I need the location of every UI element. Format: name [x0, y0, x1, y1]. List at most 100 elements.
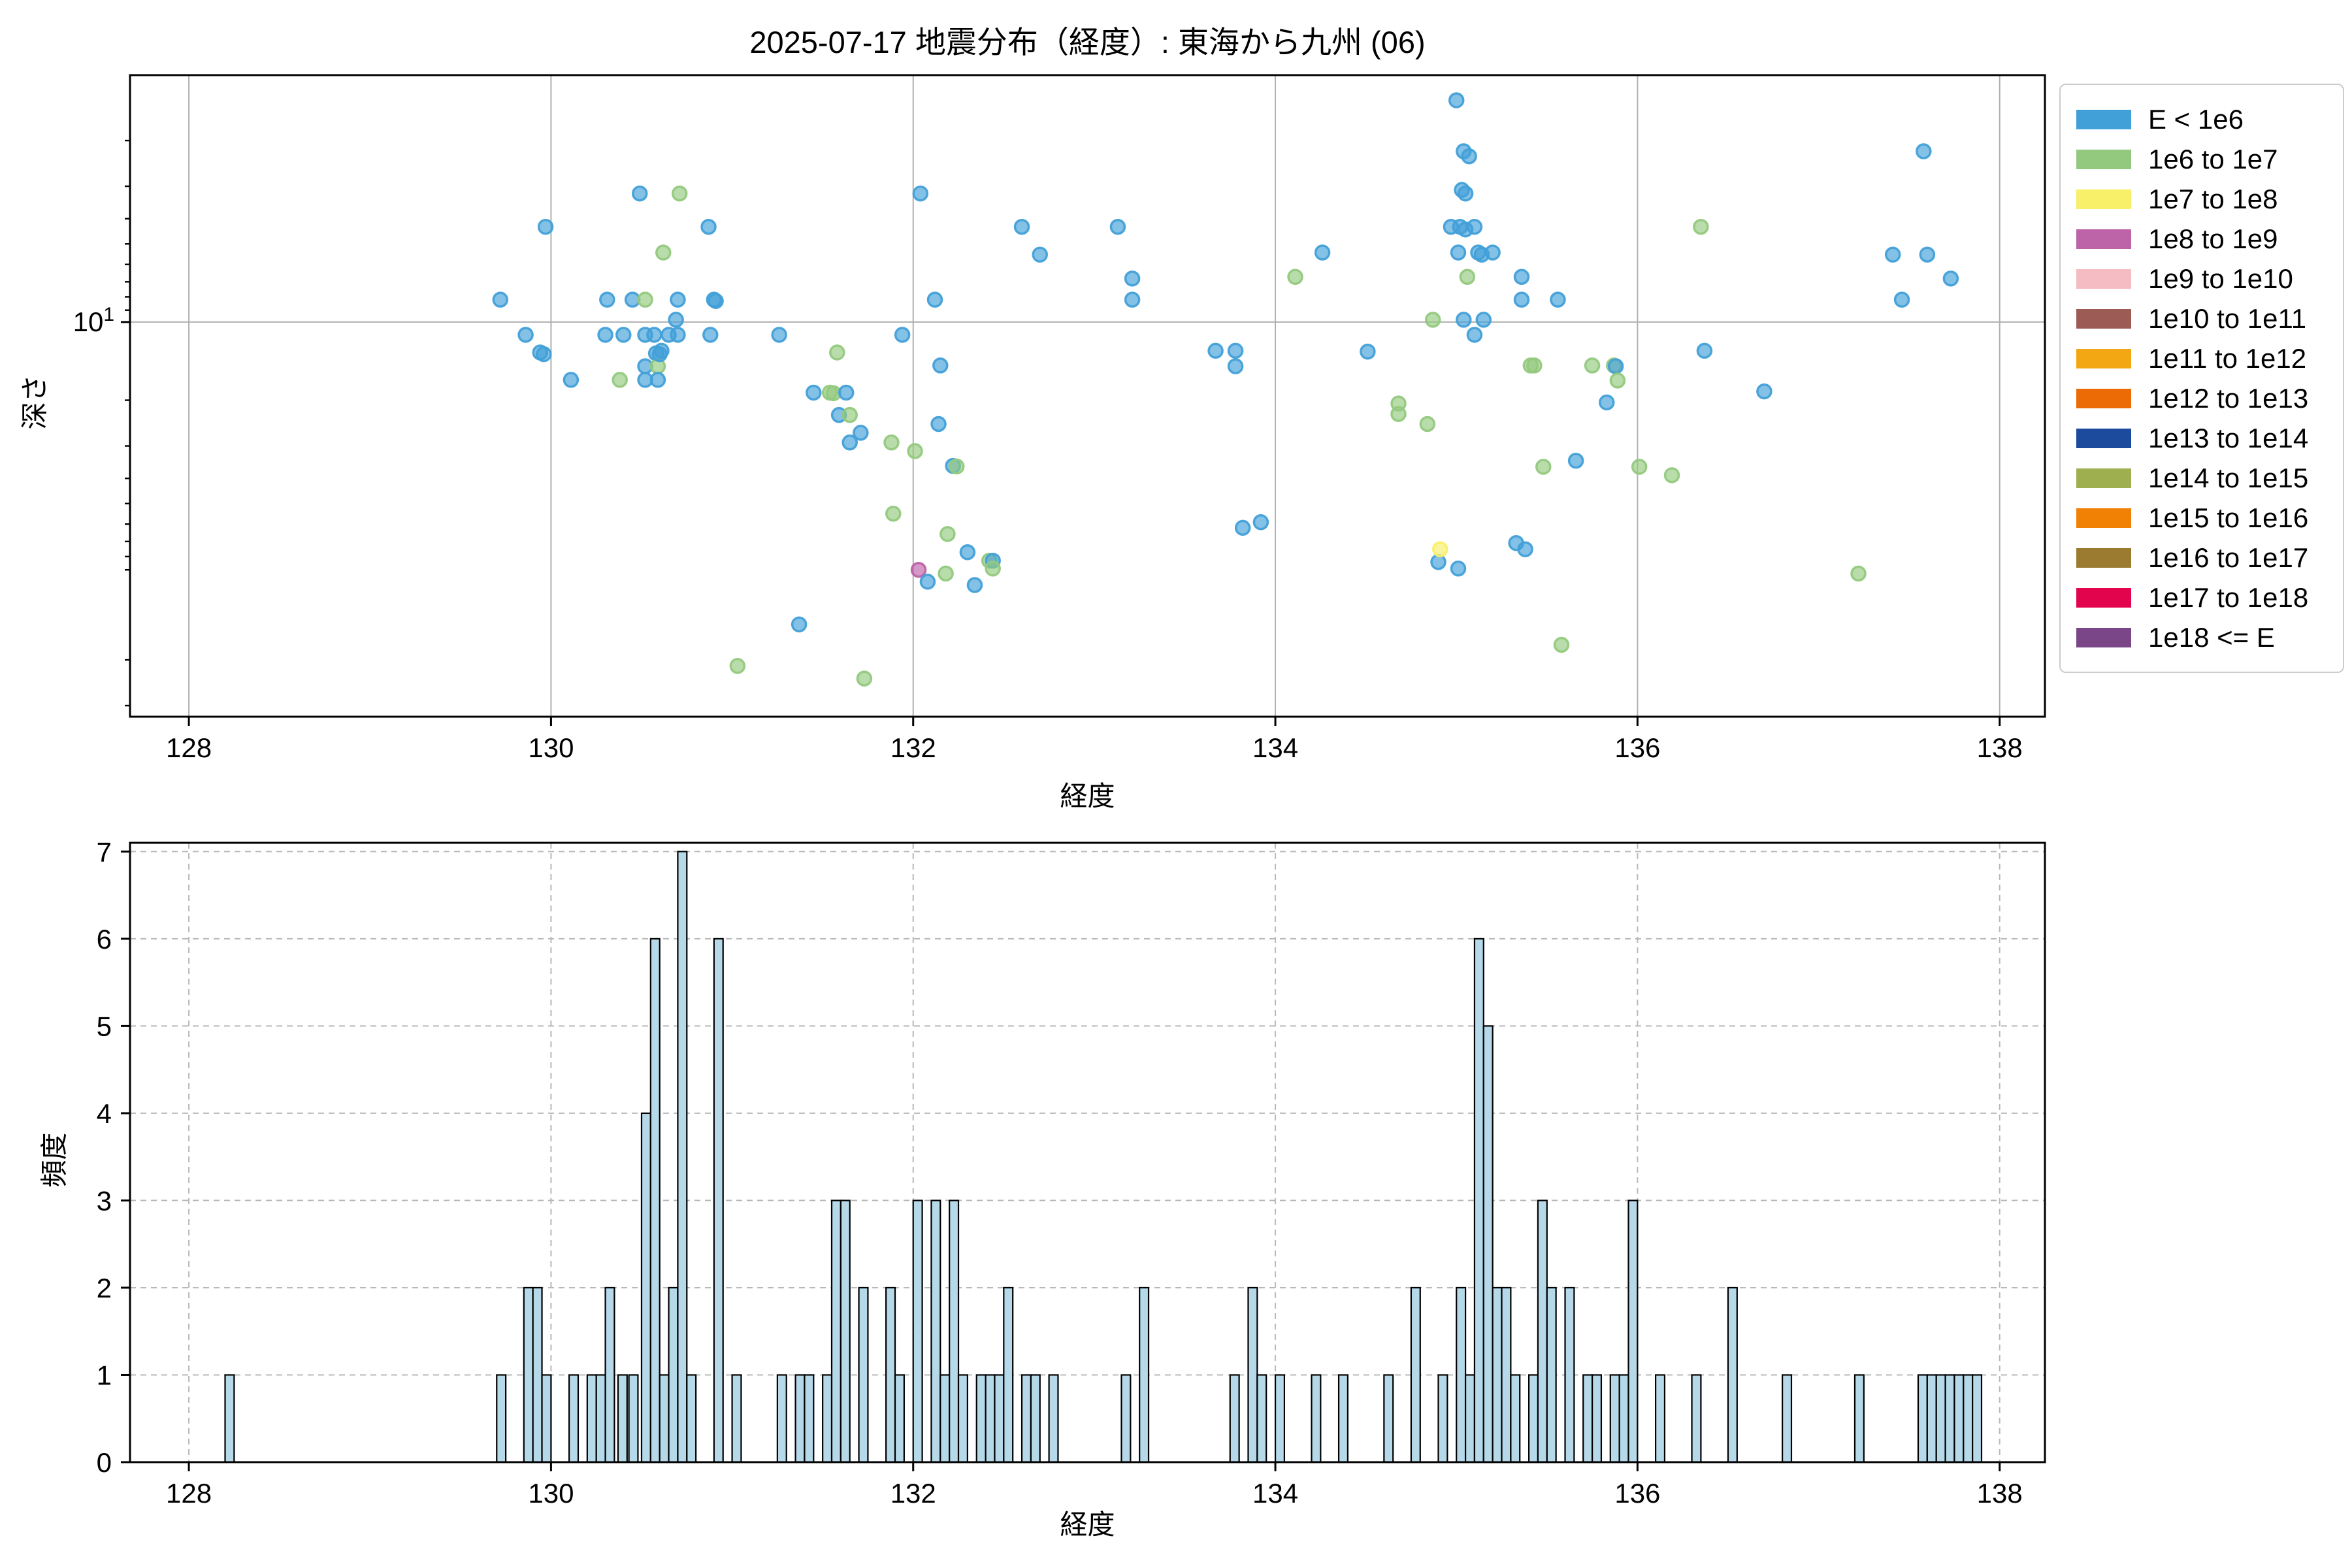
top-xtick-label: 132	[890, 732, 936, 763]
scatter-point	[838, 384, 855, 401]
scatter-point	[1466, 218, 1483, 235]
scatter-point	[700, 218, 717, 235]
histogram-bar	[1926, 1374, 1937, 1463]
scatter-point	[708, 293, 724, 309]
scatter-point	[926, 291, 943, 308]
scatter-point	[492, 291, 509, 308]
histogram-bar	[1003, 1286, 1014, 1463]
histogram-bar	[930, 1200, 941, 1463]
scatter-point	[1599, 394, 1615, 411]
histogram-bar	[1944, 1374, 1955, 1463]
scatter-point	[612, 372, 628, 388]
scatter-point	[1450, 561, 1467, 577]
histogram-bar	[731, 1374, 742, 1463]
legend-swatch	[2076, 109, 2131, 129]
histogram-bar	[1935, 1374, 1946, 1463]
scatter-point	[1517, 541, 1533, 557]
scatter-point	[771, 327, 787, 343]
legend-label: 1e15 to 1e16	[2148, 502, 2309, 533]
legend-label: 1e18 <= E	[2148, 621, 2275, 653]
histogram-bar	[1591, 1374, 1603, 1463]
scatter-point	[829, 344, 845, 361]
histogram-bar	[1691, 1374, 1702, 1463]
scatter-point	[841, 434, 858, 451]
scatter-point	[1461, 148, 1477, 165]
histogram-bar	[994, 1374, 1005, 1463]
legend-swatch	[2076, 308, 2131, 329]
legend-label: 1e17 to 1e18	[2148, 581, 2309, 613]
bottom-xtick-label: 138	[1977, 1478, 2023, 1509]
legend-swatch	[2076, 189, 2131, 209]
legend-item: 1e9 to 1e10	[2076, 259, 2343, 299]
bottom-xtick-label: 136	[1614, 1478, 1660, 1509]
histogram-bar	[1383, 1374, 1394, 1463]
scatter-point	[1466, 327, 1483, 343]
scatter-point	[1450, 244, 1467, 261]
histogram-bar	[541, 1374, 552, 1463]
scatter-point	[959, 544, 976, 561]
histogram-bar	[668, 1286, 679, 1463]
histogram-bar	[224, 1374, 235, 1463]
scatter-point	[1553, 636, 1570, 653]
top-xtick-label: 136	[1614, 732, 1660, 763]
bottom-ytick-label: 4	[97, 1098, 112, 1129]
legend-swatch	[2076, 468, 2131, 488]
histogram-bar	[1972, 1374, 1983, 1463]
scatter-point	[1609, 372, 1626, 389]
scatter-point	[791, 616, 808, 632]
scatter-point	[907, 443, 923, 459]
legend-label: 1e12 to 1e13	[2148, 382, 2309, 414]
histogram-bar	[1546, 1286, 1557, 1463]
scatter-point	[1287, 269, 1303, 286]
top-xtick-label: 138	[1977, 732, 2023, 763]
legend-label: 1e10 to 1e11	[2148, 302, 2307, 334]
histogram-bar	[885, 1286, 896, 1463]
histogram-bar	[804, 1374, 815, 1463]
scatter-point	[1696, 342, 1713, 359]
legend-item: 1e6 to 1e7	[2076, 139, 2343, 179]
scatter-point	[1584, 357, 1601, 374]
bottom-ytick-label: 5	[97, 1011, 112, 1041]
scatter-point	[1227, 358, 1244, 374]
histogram-bar	[1782, 1374, 1793, 1463]
bottom-xaxis-label: 経度	[1060, 1509, 1115, 1540]
legend-label: 1e13 to 1e14	[2148, 422, 2309, 453]
bottom-ytick-label: 3	[97, 1185, 112, 1216]
histogram-bar	[713, 938, 724, 1463]
histogram-bar	[659, 1374, 670, 1463]
histogram-bar	[1473, 938, 1484, 1463]
legend-swatch	[2076, 388, 2131, 408]
bottom-plot-frame	[129, 841, 2046, 1463]
scatter-point	[1884, 246, 1901, 263]
histogram-bar	[894, 1374, 905, 1463]
histogram-bar	[1482, 1025, 1494, 1463]
scatter-point	[1032, 246, 1048, 263]
scatter-point	[985, 561, 1001, 577]
histogram-bar	[640, 1112, 651, 1463]
figure-title: 2025-07-17 地震分布（経度）: 東海から九州 (06)	[749, 25, 1426, 59]
scatter-point	[1424, 312, 1441, 328]
scatter-point	[729, 658, 746, 674]
legend-item: 1e8 to 1e9	[2076, 219, 2343, 259]
histogram-bar	[1274, 1374, 1286, 1463]
histogram-bar	[840, 1200, 851, 1463]
scatter-point	[1513, 269, 1530, 286]
histogram-bar	[1410, 1286, 1421, 1463]
scatter-point	[637, 291, 653, 308]
scatter-point	[597, 327, 613, 343]
scatter-point	[1526, 357, 1543, 374]
histogram-bar	[1537, 1200, 1548, 1463]
scatter-point	[912, 185, 929, 202]
scatter-point	[1513, 291, 1530, 308]
scatter-point	[919, 574, 936, 590]
scatter-point	[670, 327, 686, 343]
scatter-point	[563, 372, 580, 388]
scatter-point	[939, 526, 956, 542]
histogram-bar	[677, 851, 688, 1463]
legend-swatch	[2076, 149, 2131, 169]
legend-label: 1e14 to 1e15	[2148, 462, 2309, 493]
scatter-point	[1567, 452, 1584, 469]
histogram-bar	[939, 1374, 951, 1463]
histogram-bar	[628, 1374, 639, 1463]
